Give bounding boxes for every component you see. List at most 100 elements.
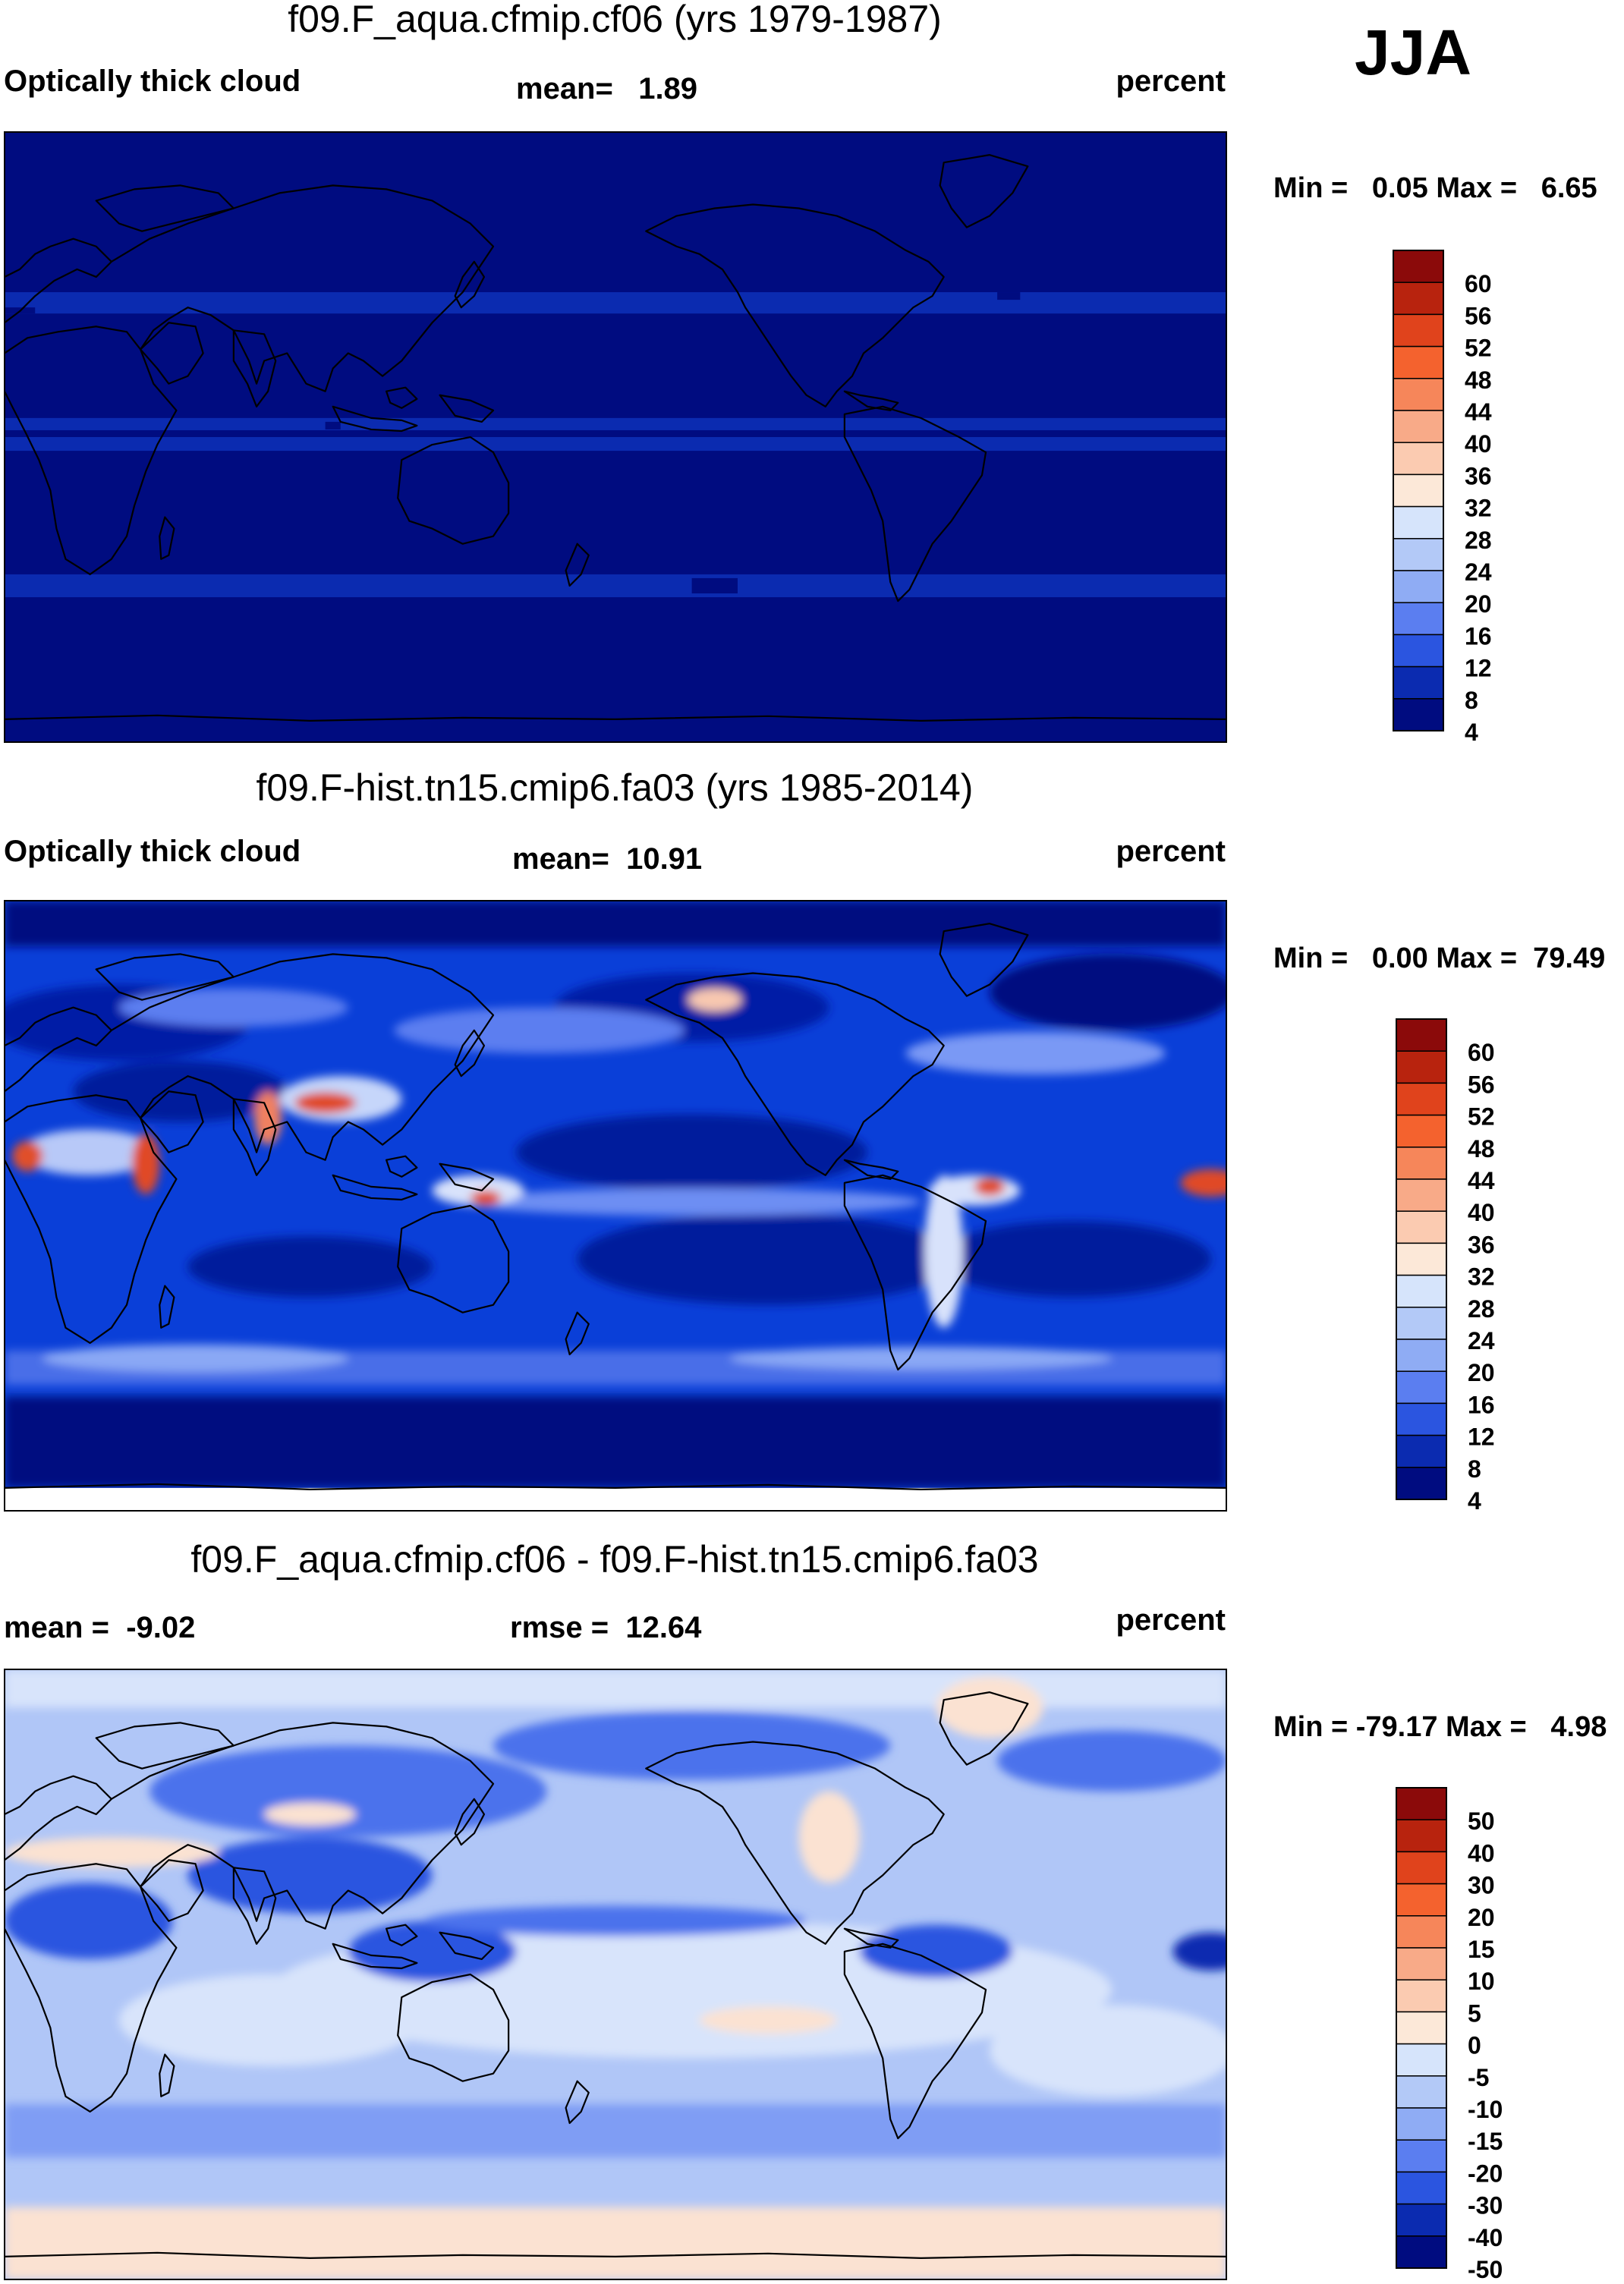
colorbar-panel2: 60 56 52 48 44 40 36 32 28 24 20 16 12 8 4 [1396,1018,1495,1515]
colorbar-bin [1396,2203,1447,2237]
colorbar-bin [1396,1210,1447,1244]
colorbar-bin [1396,1307,1447,1340]
colorbar-bin [1396,2171,1447,2205]
colorbar-bin [1393,538,1444,571]
colorbar-tick-label: 56 [1468,1071,1495,1098]
colorbar-tick-label: 28 [1465,527,1492,554]
panel2-mean: mean= 10.91 [512,842,702,876]
panel1-mean: mean= 1.89 [516,72,697,105]
colorbar-tick-label: 32 [1465,495,1492,522]
colorbar-tick-label: 16 [1465,622,1492,650]
colorbar-tick-label: 24 [1468,1327,1495,1354]
colorbar-tick-label: 4 [1465,719,1478,746]
map1-band-north [5,292,1226,314]
panel1-left-label: Optically thick cloud [4,64,301,98]
colorbar-tick-label: 20 [1465,590,1492,618]
colorbar-tick-label: 16 [1468,1391,1495,1418]
colorbar-bin [1396,1787,1447,1820]
colorbar-bin [1396,1402,1447,1436]
colorbar-bin [1396,2107,1447,2141]
colorbar-bin [1396,1883,1447,1917]
colorbar-bin [1393,345,1444,379]
colorbar-tick-label: 8 [1465,687,1478,714]
colorbar-tick-label: 28 [1468,1295,1495,1323]
panel2-left-label: Optically thick cloud [4,835,301,868]
colorbar-tick-label: 48 [1468,1135,1495,1162]
colorbar-bin [1393,665,1444,700]
colorbar-bin [1396,1050,1447,1084]
colorbar-tick-label: 24 [1465,558,1492,586]
panel1-minmax: Min = 0.05 Max = 6.65 [1273,172,1597,204]
panel2-units: percent [1116,835,1226,868]
colorbar-tick-label: 50 [1468,1807,1495,1835]
colorbar-bin [1393,698,1444,731]
panel3-minmax: Min = -79.17 Max = 4.98 [1273,1711,1607,1743]
panel1-title: f09.F_aqua.cfmip.cf06 (yrs 1979-1987) [288,0,942,40]
colorbar-frame [1396,1787,1447,2269]
colorbar-bin [1396,2235,1447,2269]
colorbar-tick-label: 40 [1468,1839,1495,1867]
colorbar-tick-label: 15 [1468,1936,1495,1963]
colorbar-tick-label: -40 [1468,2224,1503,2251]
colorbar-bin [1396,2075,1447,2109]
colorbar-bin [1396,1915,1447,1949]
colorbar-tick-label: 20 [1468,1904,1495,1931]
colorbar-bin [1396,1467,1447,1500]
map1-band-south [5,574,1226,598]
colorbar-bin [1396,1114,1447,1148]
colorbar-bin [1396,1178,1447,1212]
colorbar-bin [1396,1339,1447,1372]
colorbar-tick-label: 36 [1465,462,1492,489]
colorbar-bin [1396,1147,1447,1180]
panel2-title: f09.F-hist.tn15.cmip6.fa03 (yrs 1985-201… [257,766,974,809]
panel1-units: percent [1116,64,1226,98]
colorbar-bin [1396,1018,1447,1052]
colorbar-bin [1396,1370,1447,1405]
colorbar-bin [1393,282,1444,316]
map1-frame [4,131,1227,743]
colorbar-bin [1396,1082,1447,1116]
colorbar-tick-label: 60 [1468,1039,1495,1066]
colorbar-bin [1393,473,1444,508]
colorbar-tick-label: 60 [1465,270,1492,297]
colorbar-bin [1396,1947,1447,1980]
colorbar-frame [1393,250,1444,731]
colorbar-tick-label: 30 [1468,1872,1495,1899]
colorbar-bin [1396,2011,1447,2045]
panel3-mean: mean = -9.02 [4,1611,195,1644]
colorbar-bin [1393,602,1444,636]
map3-frame [4,1669,1227,2280]
colorbar-panel1: 60 56 52 48 44 40 36 32 28 24 20 16 12 8 4 [1393,250,1492,746]
map1-band-equator-b [5,437,1226,451]
colorbar-bin [1393,378,1444,411]
colorbar-bin [1396,1819,1447,1853]
colorbar-bin [1396,1979,1447,2013]
map-panel2 [4,900,1227,1512]
panel3-rmse: rmse = 12.64 [510,1611,702,1644]
map-panel3 [4,1669,1227,2280]
colorbar-bin [1396,2043,1447,2077]
colorbar-tick-label: 12 [1465,655,1492,682]
colorbar-tick-label: 52 [1465,335,1492,362]
colorbar-bin [1396,1434,1447,1468]
colorbar-bin [1393,634,1444,668]
colorbar-tick-label: -5 [1468,2064,1489,2091]
colorbar-tick-label: 8 [1468,1455,1481,1483]
colorbar-tick-label: -20 [1468,2160,1503,2187]
panel2-minmax: Min = 0.00 Max = 79.49 [1273,942,1605,974]
colorbar-tick-label: -50 [1468,2256,1503,2283]
colorbar-tick-label: 40 [1465,430,1492,458]
map2-missing-strip [5,1487,1226,1511]
colorbar-tick-label: 5 [1468,1999,1481,2027]
colorbar-tick-label: 12 [1468,1424,1495,1451]
colorbar-bin [1393,570,1444,603]
colorbar-tick-label: 40 [1468,1199,1495,1226]
colorbar-bin [1393,410,1444,443]
season-label: JJA [1355,17,1471,88]
colorbar-tick-label: -30 [1468,2192,1503,2220]
map1-band-equator-a [5,417,1226,430]
colorbar-tick-label: 52 [1468,1103,1495,1131]
panel3-title: f09.F_aqua.cfmip.cf06 - f09.F-hist.tn15.… [190,1538,1038,1581]
